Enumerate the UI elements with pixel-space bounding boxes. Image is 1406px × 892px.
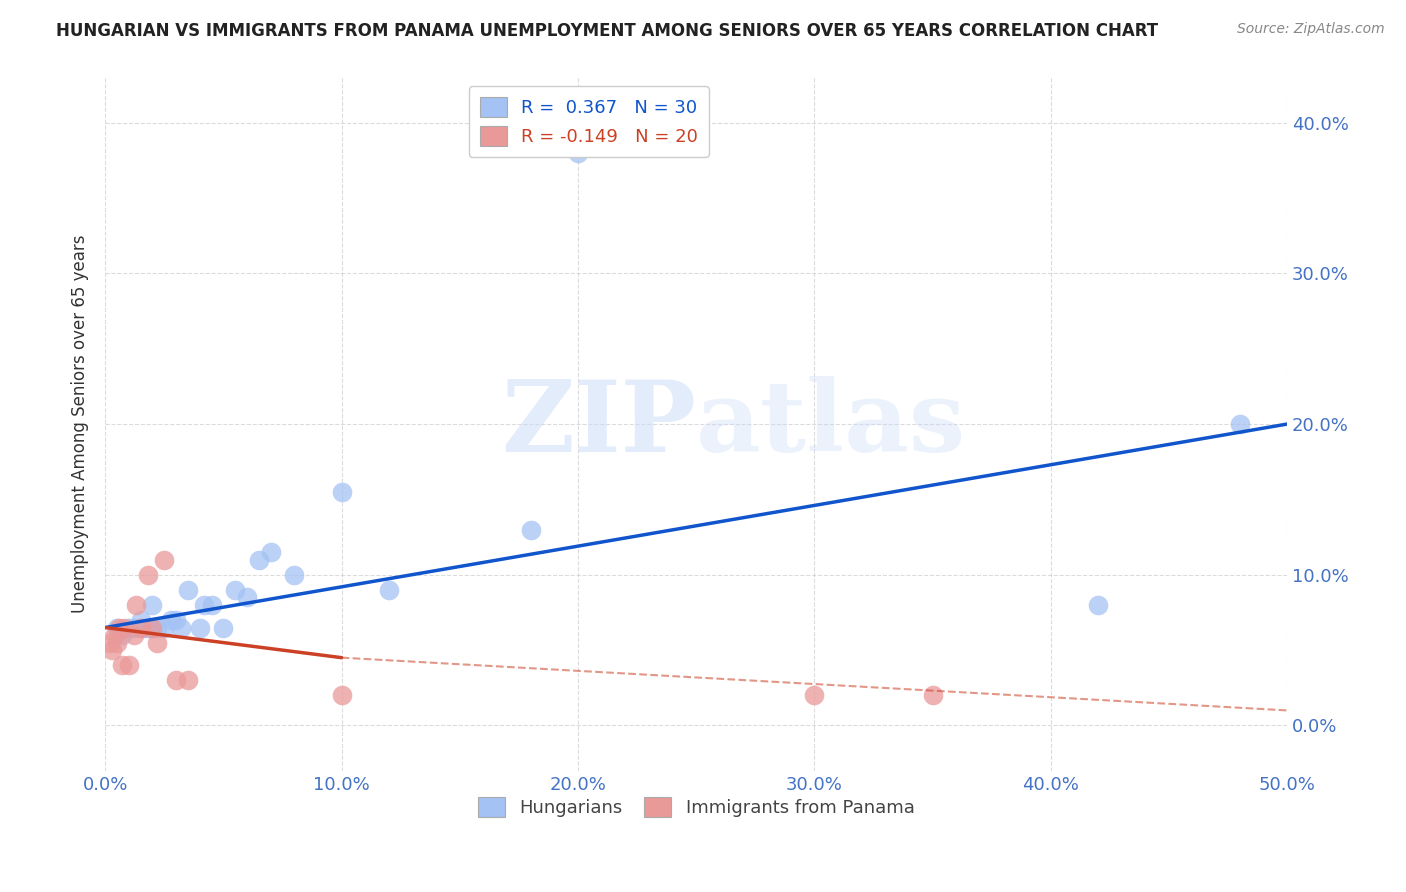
- Point: [330, 689, 353, 703]
- Point: [177, 582, 200, 597]
- Point: [519, 523, 541, 537]
- Text: HUNGARIAN VS IMMIGRANTS FROM PANAMA UNEMPLOYMENT AMONG SENIORS OVER 65 YEARS COR: HUNGARIAN VS IMMIGRANTS FROM PANAMA UNEM…: [56, 22, 1159, 40]
- Point: [153, 620, 176, 634]
- Point: [104, 628, 127, 642]
- Point: [118, 620, 141, 634]
- Legend: Hungarians, Immigrants from Panama: Hungarians, Immigrants from Panama: [471, 789, 922, 824]
- Point: [111, 658, 134, 673]
- Point: [160, 613, 183, 627]
- Point: [122, 628, 145, 642]
- Text: Source: ZipAtlas.com: Source: ZipAtlas.com: [1237, 22, 1385, 37]
- Point: [153, 552, 176, 566]
- Point: [378, 582, 401, 597]
- Point: [165, 613, 187, 627]
- Point: [129, 613, 152, 627]
- Point: [125, 598, 148, 612]
- Point: [330, 484, 353, 499]
- Point: [136, 620, 159, 634]
- Point: [146, 635, 169, 649]
- Point: [803, 689, 825, 703]
- Point: [165, 673, 187, 688]
- Point: [132, 620, 155, 634]
- Point: [98, 635, 121, 649]
- Point: [105, 620, 128, 634]
- Point: [111, 628, 134, 642]
- Point: [170, 620, 193, 634]
- Point: [129, 620, 152, 634]
- Point: [236, 591, 259, 605]
- Point: [921, 689, 943, 703]
- Point: [212, 620, 235, 634]
- Point: [188, 620, 211, 634]
- Y-axis label: Unemployment Among Seniors over 65 years: Unemployment Among Seniors over 65 years: [72, 235, 89, 614]
- Point: [146, 620, 169, 634]
- Point: [101, 643, 124, 657]
- Point: [247, 552, 270, 566]
- Point: [177, 673, 200, 688]
- Point: [224, 582, 246, 597]
- Point: [1229, 417, 1251, 431]
- Point: [283, 567, 305, 582]
- Point: [200, 598, 222, 612]
- Point: [108, 620, 131, 634]
- Text: atlas: atlas: [696, 376, 966, 473]
- Point: [105, 635, 128, 649]
- Point: [141, 598, 163, 612]
- Point: [567, 145, 589, 160]
- Point: [141, 620, 163, 634]
- Point: [112, 620, 135, 634]
- Point: [118, 658, 141, 673]
- Text: ZIP: ZIP: [502, 376, 696, 473]
- Point: [136, 567, 159, 582]
- Point: [122, 620, 145, 634]
- Point: [193, 598, 215, 612]
- Point: [1087, 598, 1109, 612]
- Point: [141, 620, 163, 634]
- Point: [260, 545, 283, 559]
